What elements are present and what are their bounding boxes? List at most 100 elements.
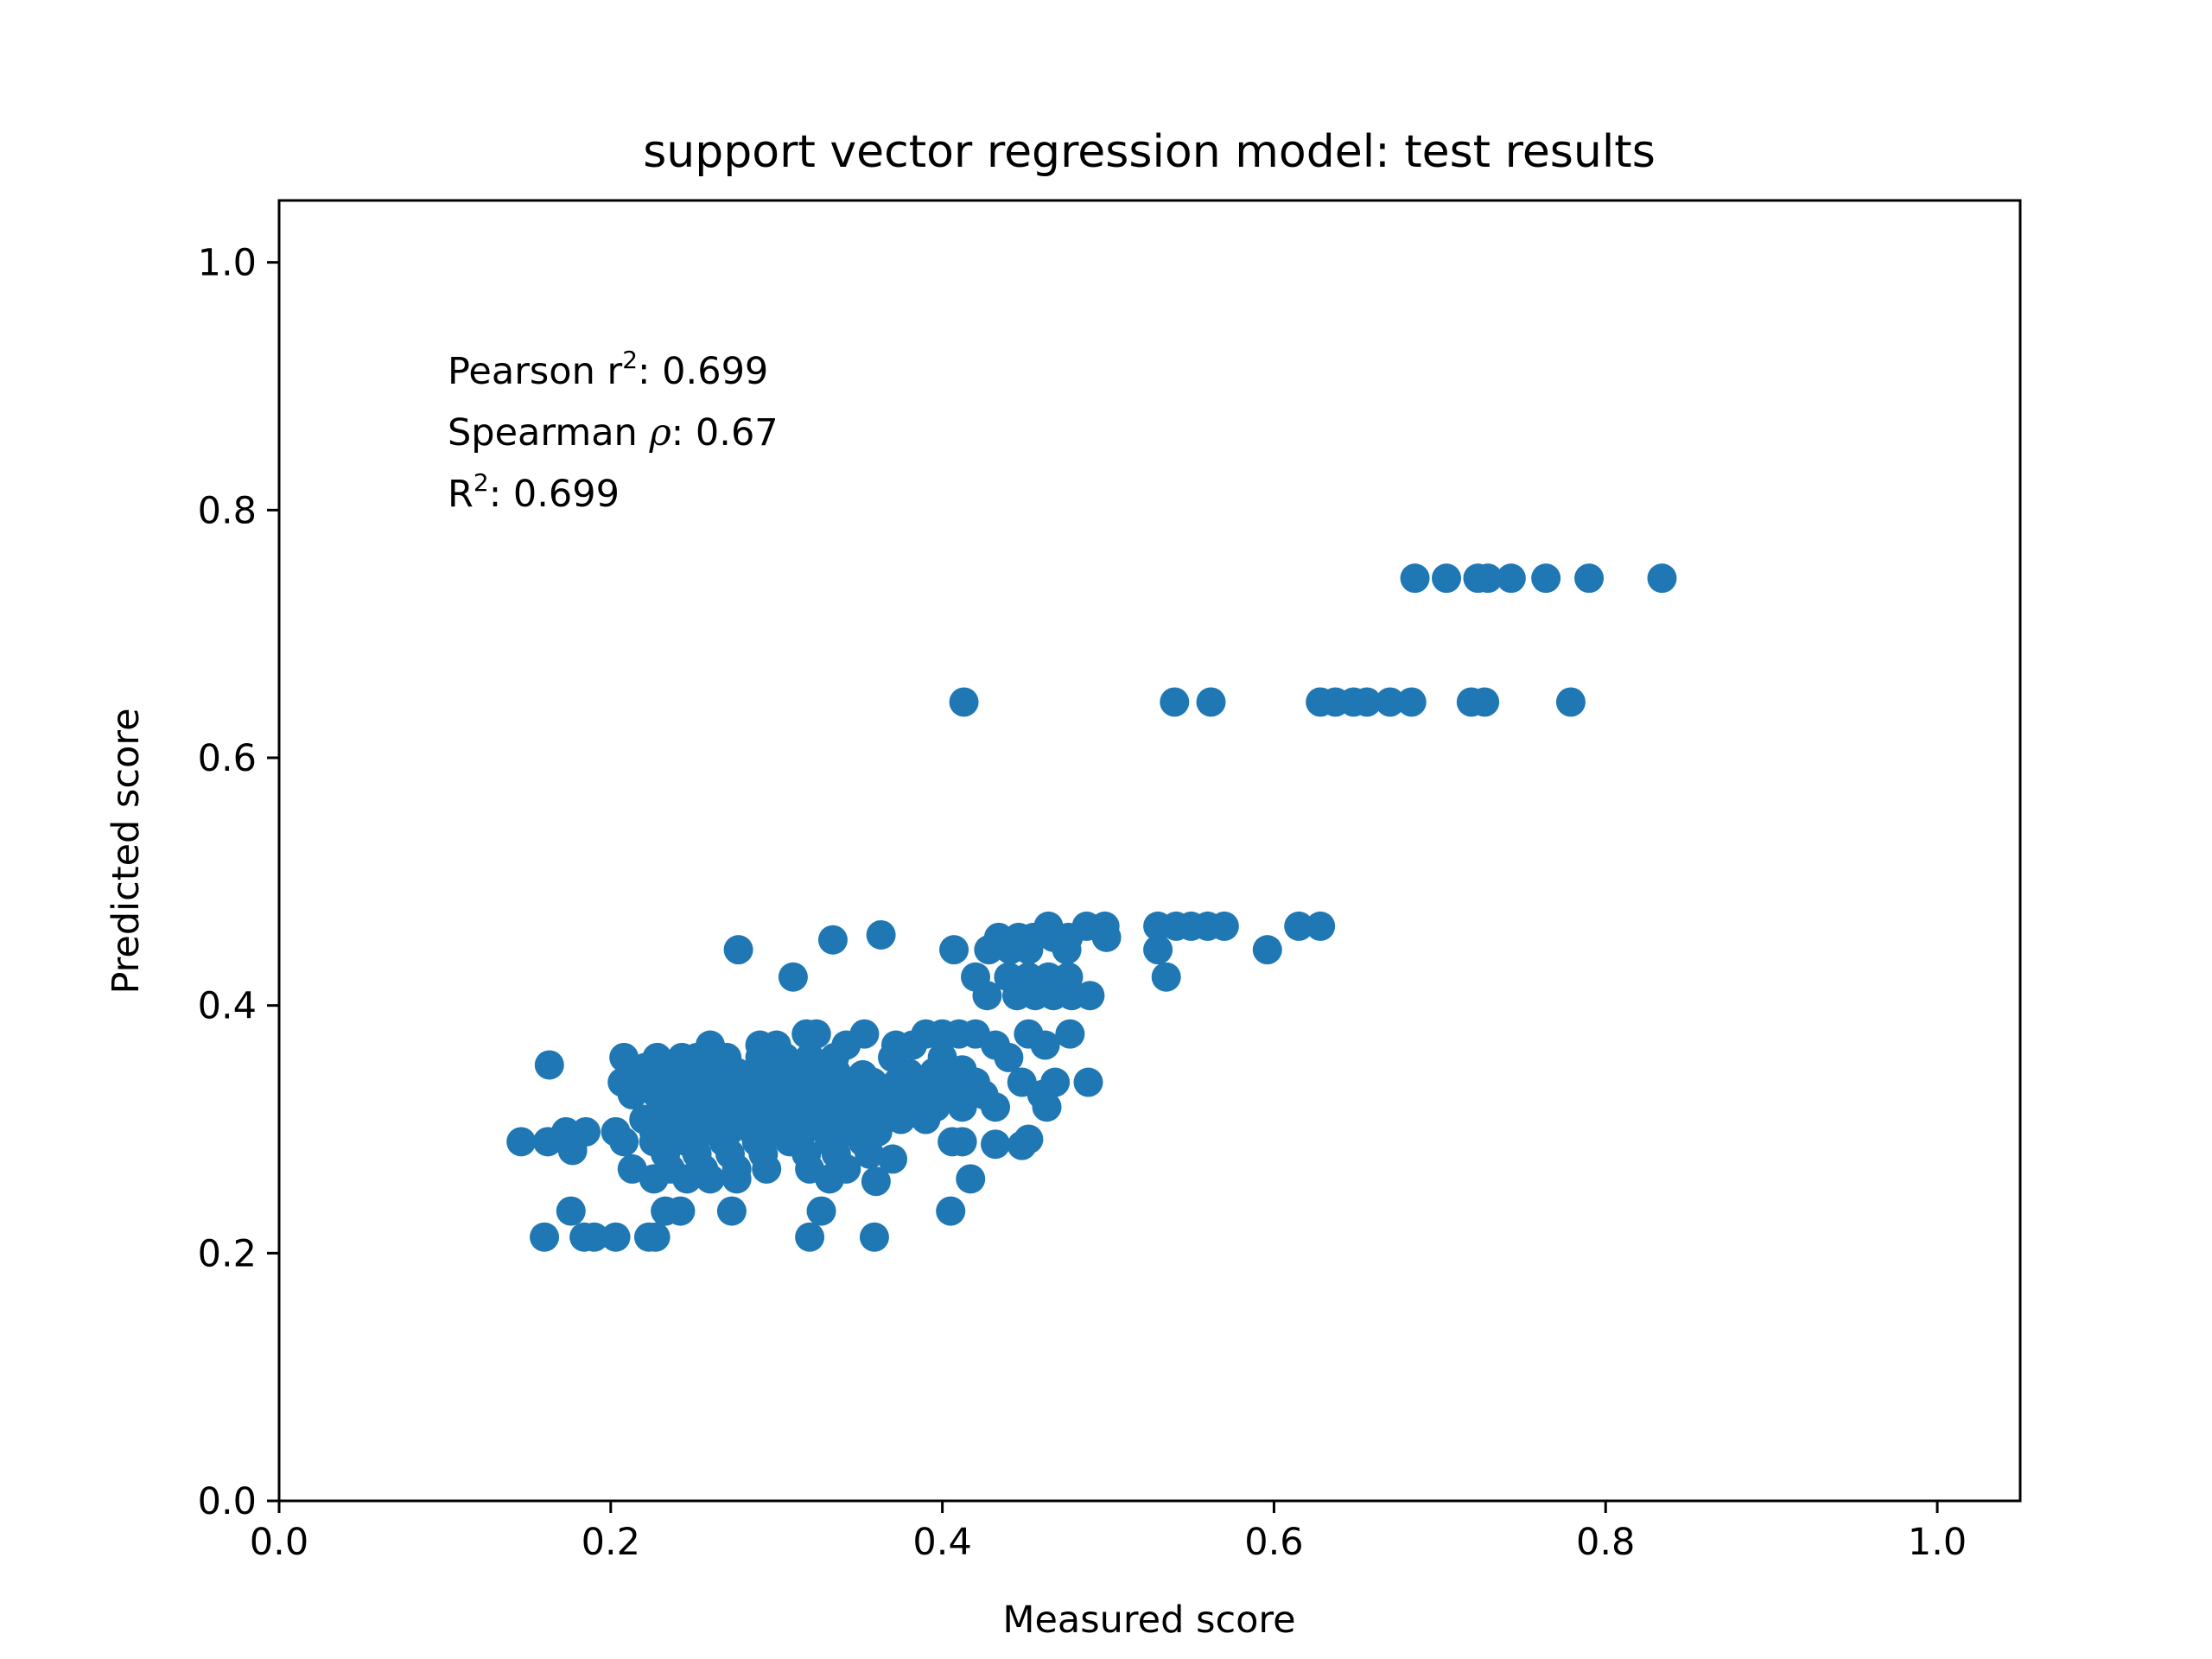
data-point — [1396, 687, 1427, 717]
r2-value: : 0.699 — [489, 473, 620, 516]
y-axis-ticks: 0.0 0.2 0.4 0.6 0.8 1.0 — [198, 242, 279, 1523]
y-tick-label: 0.4 — [198, 985, 257, 1028]
data-point — [994, 1042, 1024, 1072]
r2-prefix: R — [448, 473, 474, 516]
r2-superscript: 2 — [474, 468, 489, 497]
data-point — [530, 1222, 560, 1252]
data-point — [506, 1127, 537, 1157]
spearman-annotation: Spearman ρ: 0.67 — [448, 411, 779, 454]
y-tick-label: 0.0 — [198, 1480, 257, 1523]
spearman-value: : 0.67 — [671, 411, 779, 454]
data-point — [1143, 935, 1173, 965]
x-tick-label: 0.4 — [912, 1521, 971, 1564]
data-point — [1284, 911, 1314, 941]
data-point — [723, 935, 753, 965]
data-point — [1647, 563, 1677, 594]
data-point — [801, 1019, 831, 1049]
pearson-annotation: Pearson r2: 0.699 — [448, 346, 768, 393]
data-point — [795, 1222, 825, 1252]
x-tick-label: 0.2 — [582, 1521, 640, 1564]
data-point — [534, 1050, 564, 1080]
x-tick-label: 0.8 — [1576, 1521, 1635, 1564]
data-point — [1055, 1019, 1085, 1049]
data-point — [1496, 563, 1526, 594]
data-point — [1091, 922, 1122, 952]
data-point — [981, 1129, 1011, 1160]
data-point — [1252, 935, 1282, 965]
x-tick-label: 1.0 — [1908, 1521, 1967, 1564]
data-point — [1075, 981, 1105, 1011]
x-tick-label: 0.6 — [1244, 1521, 1303, 1564]
data-point — [721, 1164, 752, 1194]
data-point — [947, 1127, 977, 1157]
data-point — [579, 1222, 609, 1252]
spearman-prefix: Spearman — [448, 411, 649, 454]
data-point — [1073, 1067, 1103, 1097]
data-point — [956, 1164, 986, 1194]
pearson-prefix: Pearson r — [448, 350, 623, 393]
data-point — [778, 962, 808, 992]
data-point — [716, 1196, 747, 1226]
data-point — [1014, 1124, 1044, 1154]
data-point — [1052, 935, 1082, 965]
data-point — [532, 1127, 563, 1157]
data-point — [665, 1196, 696, 1226]
data-point — [866, 919, 896, 950]
data-point — [556, 1196, 586, 1226]
data-point — [981, 1092, 1011, 1122]
chart-title: support vector regression model: test re… — [643, 126, 1656, 178]
data-point — [617, 1079, 647, 1109]
x-tick-label: 0.0 — [250, 1521, 308, 1564]
data-point — [878, 1144, 908, 1174]
data-point — [609, 1127, 639, 1157]
data-point — [861, 1166, 891, 1197]
data-point — [640, 1222, 671, 1252]
data-point — [1151, 962, 1181, 992]
data-point — [1014, 935, 1044, 965]
data-point — [601, 1222, 631, 1252]
pearson-value: : 0.699 — [638, 350, 768, 393]
x-axis-label: Measured score — [1002, 1599, 1295, 1642]
y-tick-label: 1.0 — [198, 242, 257, 285]
data-point — [1351, 687, 1382, 717]
data-point — [939, 935, 969, 965]
data-point — [936, 1196, 966, 1226]
x-axis-ticks: 0.0 0.2 0.4 0.6 0.8 1.0 — [250, 1501, 1967, 1564]
data-point — [949, 687, 979, 717]
data-point — [1196, 687, 1226, 717]
data-point — [1032, 1092, 1062, 1122]
data-point — [672, 1164, 702, 1194]
data-point — [1470, 687, 1500, 717]
data-point — [855, 1139, 885, 1169]
data-point — [695, 1164, 725, 1194]
data-point — [1432, 563, 1462, 594]
data-point — [806, 1196, 836, 1226]
data-point — [817, 925, 848, 955]
data-point — [947, 1092, 977, 1122]
data-point — [1400, 563, 1430, 594]
pearson-superscript: 2 — [622, 346, 638, 374]
data-point — [1209, 911, 1239, 941]
r2-annotation: R2: 0.699 — [448, 468, 620, 516]
plot-frame — [277, 199, 2022, 1503]
data-point — [974, 935, 1004, 965]
data-point — [752, 1154, 782, 1184]
y-tick-label: 0.8 — [198, 489, 257, 532]
data-point — [1531, 563, 1561, 594]
y-tick-label: 0.6 — [198, 737, 257, 780]
data-point — [815, 1164, 845, 1194]
y-tick-label: 0.2 — [198, 1232, 257, 1275]
data-point — [1030, 1030, 1060, 1060]
data-point — [886, 1104, 916, 1135]
data-point — [557, 1135, 588, 1166]
data-point — [911, 1104, 941, 1135]
y-axis-label: Predicted score — [105, 708, 148, 994]
data-point — [1472, 563, 1503, 594]
data-point — [859, 1222, 889, 1252]
data-point — [1574, 563, 1605, 594]
data-point — [1555, 687, 1586, 717]
rho-symbol: ρ — [648, 411, 671, 454]
data-points — [506, 563, 1677, 1252]
data-point — [639, 1164, 669, 1194]
